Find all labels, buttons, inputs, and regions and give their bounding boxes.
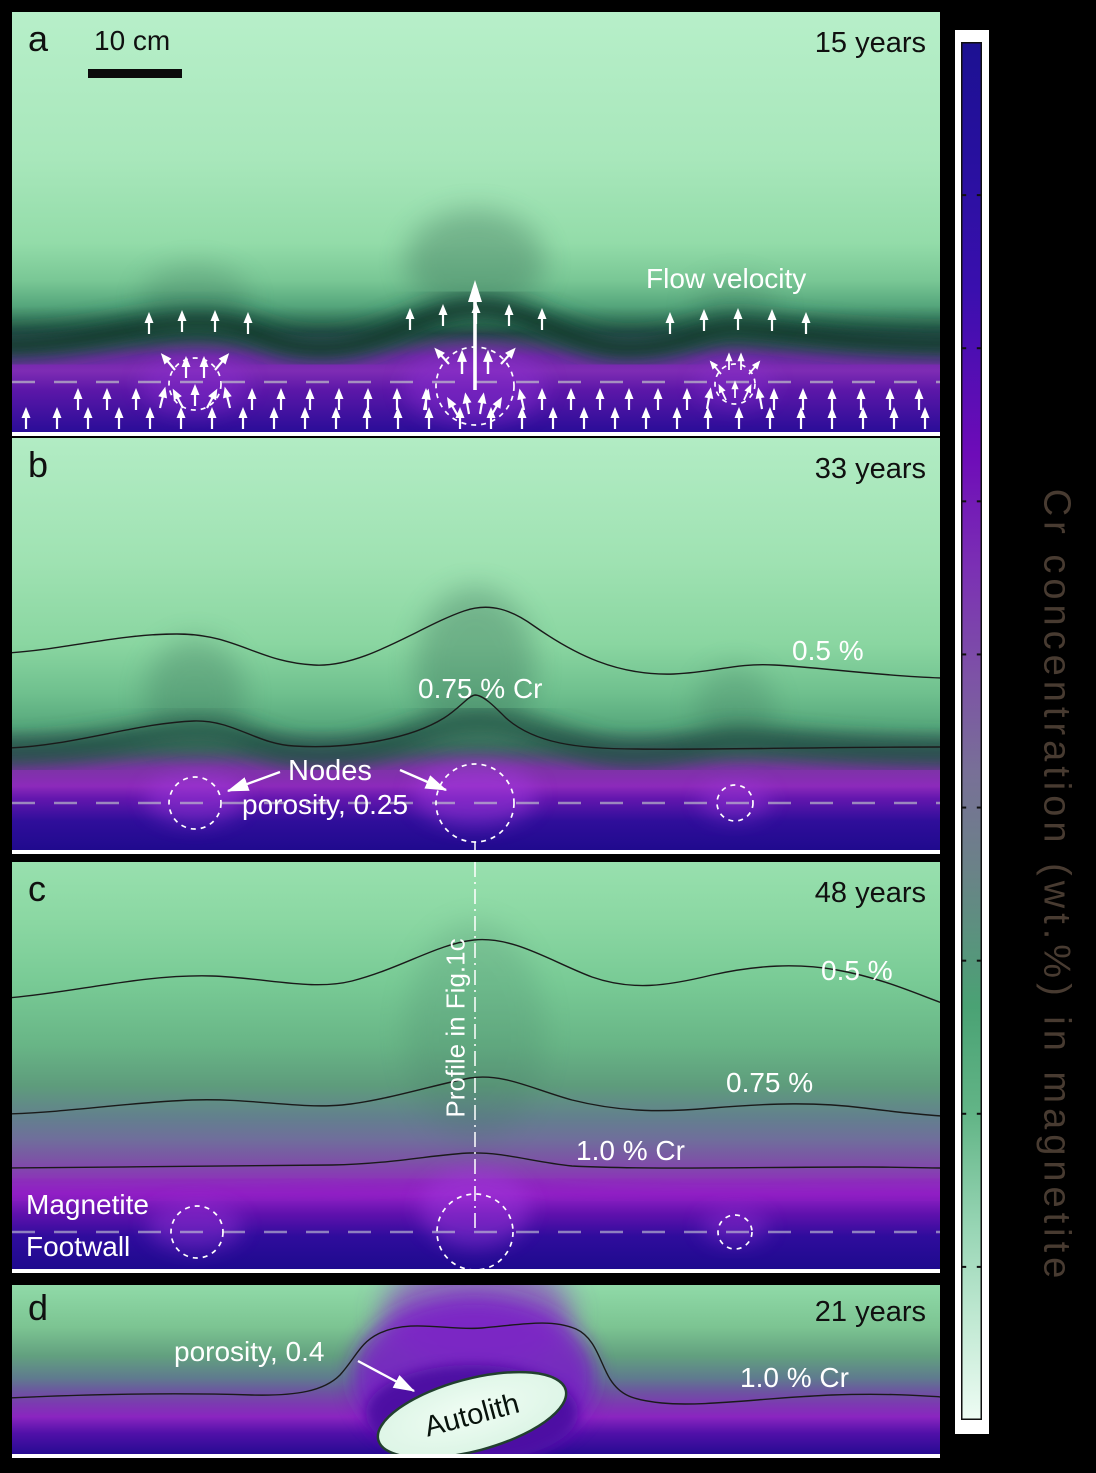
flow-velocity-label: Flow velocity: [646, 263, 807, 294]
panel-c: c 48 years 0.5 % 0.75 % 1.0 % Cr Profile…: [12, 862, 940, 1273]
node-glow: [413, 762, 537, 826]
panel-letter: b: [28, 444, 49, 485]
colorbar-gradient: [961, 42, 982, 1420]
contour-0.5: [12, 606, 940, 679]
colorbar-bar: [961, 42, 982, 1420]
time-label: 48 years: [814, 877, 926, 909]
panel-letter: a: [28, 18, 49, 59]
plume-center: [415, 588, 535, 748]
contour-label-1.0: 1.0 % Cr: [576, 1135, 685, 1166]
contour-0.75: [12, 694, 940, 750]
contour-0.5: [12, 938, 940, 1004]
node-glow: [147, 1202, 243, 1250]
time-label: 15 years: [814, 27, 926, 59]
node-circle: [435, 763, 515, 843]
nodes-label: Nodes: [288, 755, 372, 787]
plume-center: [405, 210, 545, 314]
contour-label-0.5: 0.5 %: [821, 955, 893, 986]
node-glow: [145, 772, 245, 824]
colorbar: [955, 30, 989, 1434]
node-circle: [168, 357, 222, 411]
node-circle: [168, 776, 222, 830]
scale-bar-label: 10 cm: [94, 25, 171, 56]
colorbar-ticks: [961, 194, 982, 1268]
scale-bar: [88, 69, 182, 78]
panel-letter: d: [28, 1287, 49, 1328]
panel-d-field: [12, 1285, 940, 1454]
contour-1.0: [12, 1322, 940, 1405]
node-circle: [714, 363, 756, 405]
contour-label-0.75: 0.75 %: [726, 1067, 814, 1098]
profile-label: Profile in Fig.1c: [440, 938, 471, 1118]
autolith: [376, 1370, 568, 1454]
plume-left: [140, 265, 250, 335]
footwall-label: Footwall: [26, 1231, 131, 1262]
panel-b: b 33 years 0.5 % 0.75 % Cr Nodes porosit…: [12, 438, 940, 854]
contour-label-1.0: 1.0 % Cr: [740, 1362, 849, 1393]
colorbar-axis-label: Cr concentration (wt.%) in magnetite: [1035, 488, 1078, 1284]
node-glow: [699, 780, 771, 820]
panel-letter: c: [28, 868, 46, 909]
panel-b-field: [12, 438, 940, 850]
porosity-label: porosity, 0.25: [242, 789, 409, 820]
porosity-label: porosity, 0.4: [174, 1336, 325, 1367]
node-circle: [716, 784, 754, 822]
contour-1.0: [12, 1152, 940, 1169]
plume-right: [690, 279, 780, 335]
autolith-ellipse: [376, 1370, 568, 1454]
node-circle: [435, 346, 515, 426]
nodes-arrow-left: [226, 770, 281, 793]
porosity-arrow: [357, 1359, 416, 1393]
node-circle: [170, 1205, 224, 1259]
panel-a-field: [12, 12, 940, 432]
time-label: 33 years: [814, 453, 926, 485]
panel-d: d 21 years porosity, 0.4 1.0 % Cr Autoli…: [12, 1285, 940, 1458]
contour-label-0.75: 0.75 % Cr: [418, 673, 543, 704]
contour-0.75: [12, 1076, 940, 1117]
nodes-arrow-right: [399, 768, 448, 792]
time-label: 21 years: [814, 1296, 926, 1328]
node-glow: [701, 1208, 769, 1244]
magnetite-label: Magnetite: [26, 1189, 149, 1220]
node-circle: [717, 1214, 753, 1250]
plume-left: [145, 638, 245, 754]
node-circle: [436, 1193, 514, 1269]
panel-a: a 10 cm 15 years Flow velocity: [12, 12, 940, 436]
contour-label-0.5: 0.5 %: [792, 635, 864, 666]
plume-right: [695, 665, 775, 755]
panel-c-field: [12, 862, 940, 1269]
